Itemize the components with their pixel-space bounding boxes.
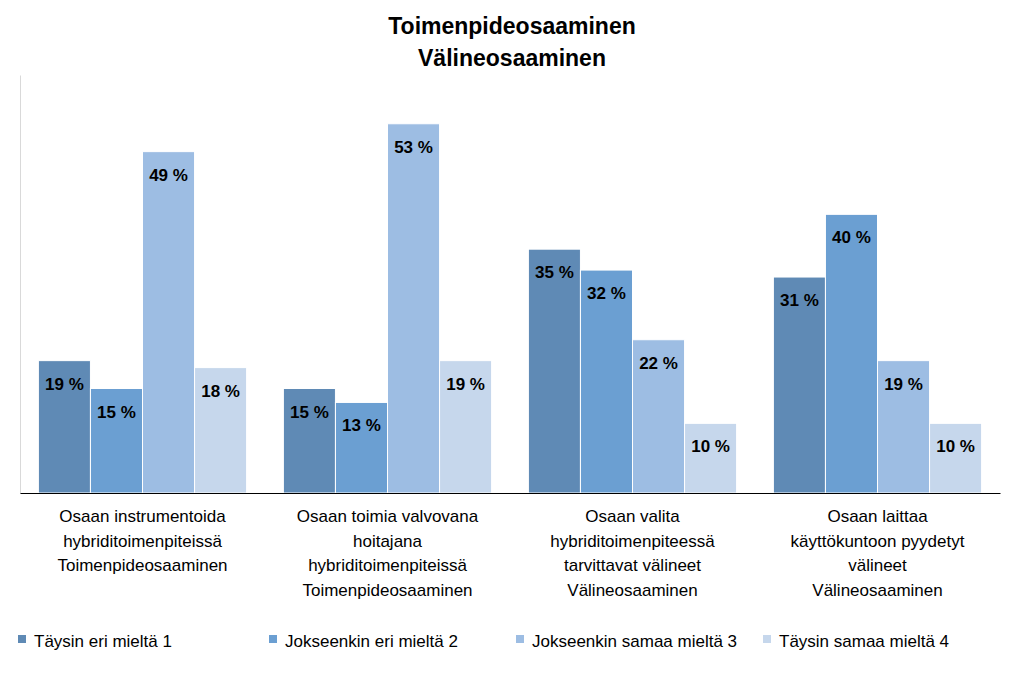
x-tick-label-line: käyttökuntoon pyydetyt [791, 532, 965, 551]
legend-item: Täysin eri mieltä 1 [18, 632, 172, 651]
data-label: 32 % [587, 284, 626, 303]
x-tick-label-line: hybriditoimenpiteissä [308, 556, 467, 575]
bar [90, 389, 142, 494]
x-tick-label-line: Välineosaaminen [567, 581, 697, 600]
data-label: 22 % [639, 354, 678, 373]
x-tick-label-line: Toimenpideosaaminen [57, 556, 227, 575]
legend-swatch [18, 635, 26, 643]
x-tick-label-line: Osaan valita [585, 507, 680, 526]
legend-swatch [269, 635, 277, 643]
x-tick-label: Osaan toimia valvovana hoitajana hybridito… [297, 507, 479, 600]
x-tick-label-line: Osaan toimia valvovana [297, 507, 479, 526]
x-tick-label-line: tarvittavat välineet [564, 556, 701, 575]
bar [930, 423, 982, 493]
bar [685, 423, 737, 493]
data-label: 15 % [290, 403, 329, 422]
legend-swatch [763, 635, 771, 643]
x-tick-label-line: hybriditoimenpiteessä [550, 532, 715, 551]
legend: Täysin eri mieltä 1 Jokseenkin eri mieltä… [18, 632, 949, 651]
x-tick-label-line: Osaan instrumentoida [59, 507, 226, 526]
bar [580, 270, 632, 493]
data-label: 13 % [342, 416, 381, 435]
legend-label: Jokseenkin samaa mieltä 3 [532, 632, 737, 651]
x-axis: Osaan instrumentoida hybriditoimenpiteiss… [21, 493, 1001, 600]
x-tick-label-line: Välineosaaminen [812, 581, 942, 600]
bar [38, 361, 90, 493]
data-label: 10 % [936, 437, 975, 456]
bar [388, 124, 440, 493]
data-label: 15 % [97, 403, 136, 422]
chart-container: Toimenpideosaaminen Välineosaaminen 19 % 15… [0, 0, 1024, 684]
title-line: Välineosaaminen [418, 45, 606, 71]
legend-item: Jokseenkin eri mieltä 2 [269, 632, 458, 651]
data-label: 19 % [45, 375, 84, 394]
chart-title: Toimenpideosaaminen Välineosaaminen [388, 13, 636, 71]
bar [335, 402, 387, 493]
x-tick: Osaan instrumentoida hybriditoimenpiteiss… [57, 493, 227, 575]
data-label: 40 % [832, 228, 871, 247]
legend-item: Täysin samaa mieltä 4 [763, 632, 949, 651]
bar [440, 361, 492, 493]
bar [773, 277, 825, 493]
x-tick-label: Osaan valita hybriditoimenpiteessä tarvitt… [550, 507, 715, 600]
legend-label: Täysin samaa mieltä 4 [779, 632, 949, 651]
x-tick: Osaan valita hybriditoimenpiteessä tarvitt… [550, 493, 715, 600]
bar [633, 340, 685, 493]
data-label: 49 % [149, 166, 188, 185]
x-tick-label: Osaan instrumentoida hybriditoimenpiteiss… [57, 507, 227, 575]
y-axis [20, 76, 21, 494]
legend-item: Jokseenkin samaa mieltä 3 [516, 632, 737, 651]
data-labels: 19 % 15 % 35 % 31 % 15 % 13 % 32 % 40 % 49 % 53 %… [45, 138, 975, 457]
data-label: 53 % [394, 138, 433, 157]
x-tick-label-line: Osaan laittaa [827, 507, 928, 526]
x-tick-label-line: hoitajana [353, 532, 423, 551]
bar [143, 152, 195, 493]
x-axis-line [21, 493, 1001, 494]
x-tick: Osaan laittaa käyttökuntoon pyydetyt välin… [791, 493, 965, 600]
bar [195, 368, 247, 493]
x-tick: Osaan toimia valvovana hoitajana hybridito… [297, 493, 479, 600]
data-label: 31 % [780, 291, 819, 310]
data-label: 35 % [535, 263, 574, 282]
bar [528, 249, 580, 493]
data-label: 19 % [884, 375, 923, 394]
x-tick-label-line: hybriditoimenpiteissä [63, 532, 222, 551]
y-axis-line [20, 76, 21, 494]
bar [878, 361, 930, 493]
x-tick-label: Osaan laittaa käyttökuntoon pyydetyt välin… [791, 507, 965, 600]
data-label: 19 % [446, 375, 485, 394]
bar [283, 389, 335, 494]
bar [825, 214, 877, 493]
title-line: Toimenpideosaaminen [388, 13, 636, 39]
x-tick-label-line: välineet [848, 556, 907, 575]
data-label: 10 % [691, 437, 730, 456]
data-label: 18 % [201, 382, 240, 401]
chart-svg: Toimenpideosaaminen Välineosaaminen 19 % 15… [0, 0, 1024, 684]
legend-label: Jokseenkin eri mieltä 2 [285, 632, 458, 651]
bars [38, 124, 981, 493]
x-tick-label-line: Toimenpideosaaminen [302, 581, 472, 600]
legend-label: Täysin eri mieltä 1 [34, 632, 172, 651]
legend-swatch [516, 635, 524, 643]
